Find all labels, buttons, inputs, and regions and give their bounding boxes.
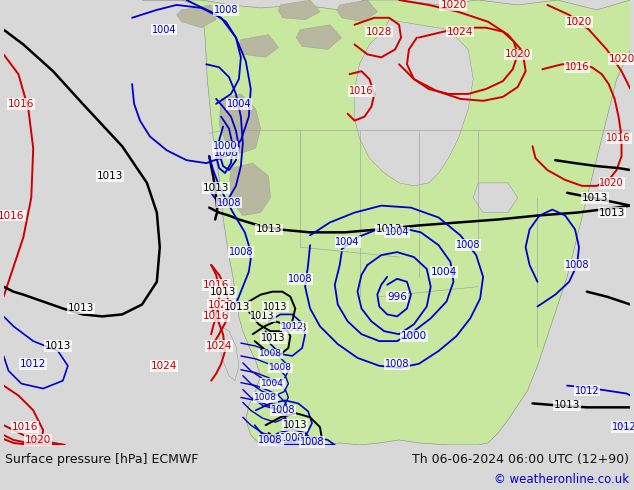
Text: 1016: 1016 [12,422,39,432]
Polygon shape [229,163,271,216]
Text: © weatheronline.co.uk: © weatheronline.co.uk [494,473,629,487]
Text: 1013: 1013 [210,287,236,296]
Text: 1013: 1013 [598,208,625,218]
Text: 1000: 1000 [401,331,427,341]
Text: 1012: 1012 [20,359,46,369]
Text: 1020: 1020 [505,49,531,59]
Polygon shape [337,0,377,22]
Polygon shape [142,0,630,445]
Text: 1008: 1008 [254,393,277,402]
Text: 1016: 1016 [203,280,230,290]
Text: 1008: 1008 [288,274,313,284]
Text: 1013: 1013 [554,400,580,410]
Text: 1016: 1016 [203,311,230,321]
Text: 1004: 1004 [430,267,456,277]
Polygon shape [473,183,518,213]
Polygon shape [278,0,320,20]
Polygon shape [296,24,342,49]
Text: 1013: 1013 [283,323,307,333]
Text: 1024: 1024 [150,361,177,371]
Text: 1020: 1020 [441,0,467,10]
Text: 1013: 1013 [224,301,250,312]
Text: 1008: 1008 [214,5,238,15]
Text: 1004: 1004 [226,99,251,109]
Text: 1013: 1013 [263,301,288,312]
Text: 996: 996 [387,292,407,302]
Text: 1008: 1008 [385,359,410,369]
Text: 1013: 1013 [250,311,275,321]
Polygon shape [219,326,239,381]
Text: 1013: 1013 [97,171,124,181]
Text: 1004: 1004 [335,237,360,247]
Text: 1016: 1016 [349,86,373,96]
Text: 1008: 1008 [300,437,325,447]
Text: 1013: 1013 [283,420,307,430]
Text: 1012: 1012 [281,322,304,331]
Text: 1013: 1013 [256,224,281,234]
Text: 1013: 1013 [67,303,94,314]
Text: 1016: 1016 [565,62,589,72]
Text: Th 06-06-2024 06:00 UTC (12+90): Th 06-06-2024 06:00 UTC (12+90) [412,453,629,466]
Text: Surface pressure [hPa] ECMWF: Surface pressure [hPa] ECMWF [5,453,198,466]
Text: 1016: 1016 [0,211,25,220]
Text: 1004: 1004 [385,227,410,237]
Text: 1008: 1008 [217,197,242,208]
Text: 1008: 1008 [214,148,238,158]
Text: 1008: 1008 [258,435,283,445]
Polygon shape [238,35,278,57]
Text: 1008: 1008 [269,363,292,372]
Text: 1028: 1028 [366,26,392,37]
Polygon shape [219,94,261,153]
Text: 1008: 1008 [280,433,304,443]
Text: 1008: 1008 [229,247,253,257]
Text: 1012: 1012 [612,422,634,432]
Text: 1012: 1012 [574,386,599,395]
Text: 1008: 1008 [456,240,481,250]
Text: 1013: 1013 [376,224,403,234]
Text: 1016: 1016 [8,99,35,109]
Text: 1013: 1013 [581,193,608,203]
Text: 1013: 1013 [261,333,286,343]
Text: 1008: 1008 [259,349,282,359]
Polygon shape [354,20,473,186]
Text: 1020: 1020 [566,17,592,27]
Text: 1020: 1020 [599,178,624,188]
Text: 1008: 1008 [565,260,589,270]
Text: 1000: 1000 [213,141,237,151]
Text: 1004: 1004 [261,379,284,388]
Text: 1020: 1020 [609,54,634,64]
Text: 1016: 1016 [606,133,631,144]
Text: 1008: 1008 [271,405,295,416]
Text: 1013: 1013 [203,183,230,193]
Text: 1024: 1024 [447,26,474,37]
Text: 1020: 1020 [25,435,51,445]
Text: 1004: 1004 [152,24,176,35]
Text: 1024: 1024 [206,341,232,351]
Polygon shape [177,5,216,27]
Text: 1020: 1020 [208,299,234,310]
Text: 1013: 1013 [45,341,71,351]
